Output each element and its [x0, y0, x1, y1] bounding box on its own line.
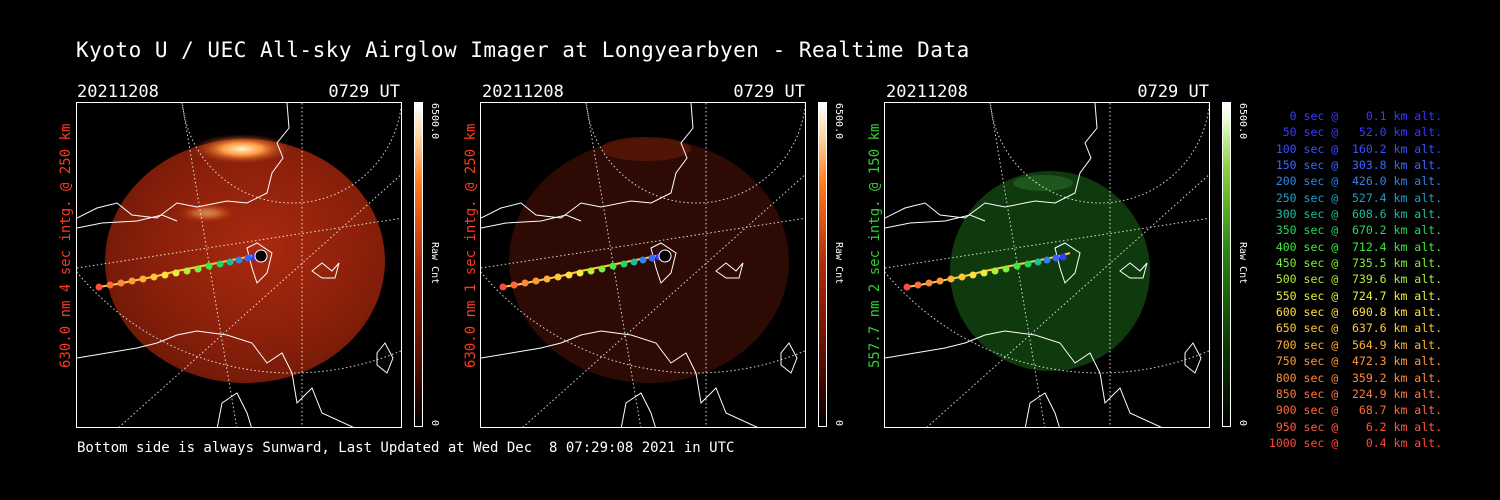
panel-3-date: 20211208 [886, 82, 968, 102]
legend-row: 200 sec @ 426.0 km alt. [1268, 174, 1442, 189]
panel-1-sky-disk [105, 139, 385, 383]
legend-row: 950 sec @ 6.2 km alt. [1268, 419, 1442, 434]
panel-1-colorbar [414, 102, 423, 427]
legend-row: 600 sec @ 690.8 km alt. [1268, 305, 1442, 320]
legend-row: 750 sec @ 472.3 km alt. [1268, 354, 1442, 369]
panel-2-wavelength-label: 630.0 nm 1 sec intg. @ 250 km [463, 123, 479, 368]
panel-1-wavelength-label: 630.0 nm 4 sec intg. @ 250 km [58, 123, 74, 368]
panel-2-colorbar-unit: Raw Cnt [833, 242, 844, 285]
legend-row: 350 sec @ 670.2 km alt. [1268, 223, 1442, 238]
legend-row: 100 sec @ 160.2 km alt. [1268, 141, 1442, 156]
panel-3-map [885, 103, 1209, 427]
legend-row: 150 sec @ 303.8 km alt. [1268, 158, 1442, 173]
panel-2-map [481, 103, 805, 427]
legend-row: 700 sec @ 564.9 km alt. [1268, 337, 1442, 352]
panel-1-time: 0729 UT [328, 82, 400, 102]
legend-row: 550 sec @ 724.7 km alt. [1268, 288, 1442, 303]
page-title: Kyoto U / UEC All-sky Airglow Imager at … [76, 38, 970, 62]
panel-3-wavelength-label: 557.7 nm 2 sec intg. @ 150 km [867, 123, 883, 368]
panel-2-colorbar [818, 102, 827, 427]
legend-row: 1000 sec @ 0.4 km alt. [1268, 435, 1442, 450]
panel-1-colorbar-unit: Raw Cnt [429, 242, 440, 285]
panel-2-sky-disk [509, 139, 789, 383]
legend-row: 850 sec @ 224.9 km alt. [1268, 386, 1442, 401]
legend-row: 250 sec @ 527.4 km alt. [1268, 190, 1442, 205]
panel-1-date: 20211208 [77, 82, 159, 102]
panel-1-colorbar-max: 6500.0 [429, 103, 440, 140]
legend-row: 500 sec @ 739.6 km alt. [1268, 272, 1442, 287]
legend-row: 450 sec @ 735.5 km alt. [1268, 256, 1442, 271]
legend-row: 650 sec @ 637.6 km alt. [1268, 321, 1442, 336]
panel-2-colorbar-max: 6500.0 [833, 103, 844, 140]
panel-2-time: 0729 UT [733, 82, 805, 102]
panel-3-time: 0729 UT [1137, 82, 1209, 102]
panel-1-trajectory [95, 249, 268, 291]
panel-1-map [77, 103, 401, 427]
panel-1-aurora-patch [192, 134, 292, 164]
panel-3-sky-disk [950, 171, 1150, 371]
panel-1-colorbar-min: 0 [429, 420, 440, 427]
panel-3-colorbar-min: 0 [1237, 420, 1248, 427]
panel-2-date: 20211208 [482, 82, 564, 102]
panel-3-trajectory [903, 252, 1071, 291]
panel-3-colorbar [1222, 102, 1231, 427]
panel-3-colorbar-max: 6500.0 [1237, 103, 1248, 140]
legend-row: 900 sec @ 68.7 km alt. [1268, 403, 1442, 418]
legend-row: 300 sec @ 608.6 km alt. [1268, 207, 1442, 222]
legend-row: 50 sec @ 52.0 km alt. [1268, 125, 1442, 140]
panel-3-colorbar-unit: Raw Cnt [1237, 242, 1248, 285]
footer-status: Bottom side is always Sunward, Last Upda… [77, 440, 735, 456]
legend-row: 400 sec @ 712.4 km alt. [1268, 239, 1442, 254]
legend-row: 0 sec @ 0.1 km alt. [1268, 109, 1442, 123]
panel-1-image [76, 102, 402, 428]
legend-row: 800 sec @ 359.2 km alt. [1268, 370, 1442, 385]
panel-2-image [480, 102, 806, 428]
panel-2-trajectory [499, 249, 672, 291]
trajectory-legend: 0 sec @ 0.1 km alt. 50 sec @ 52.0 km alt… [1262, 108, 1442, 451]
panel-3-image [884, 102, 1210, 428]
panel-2-colorbar-min: 0 [833, 420, 844, 427]
